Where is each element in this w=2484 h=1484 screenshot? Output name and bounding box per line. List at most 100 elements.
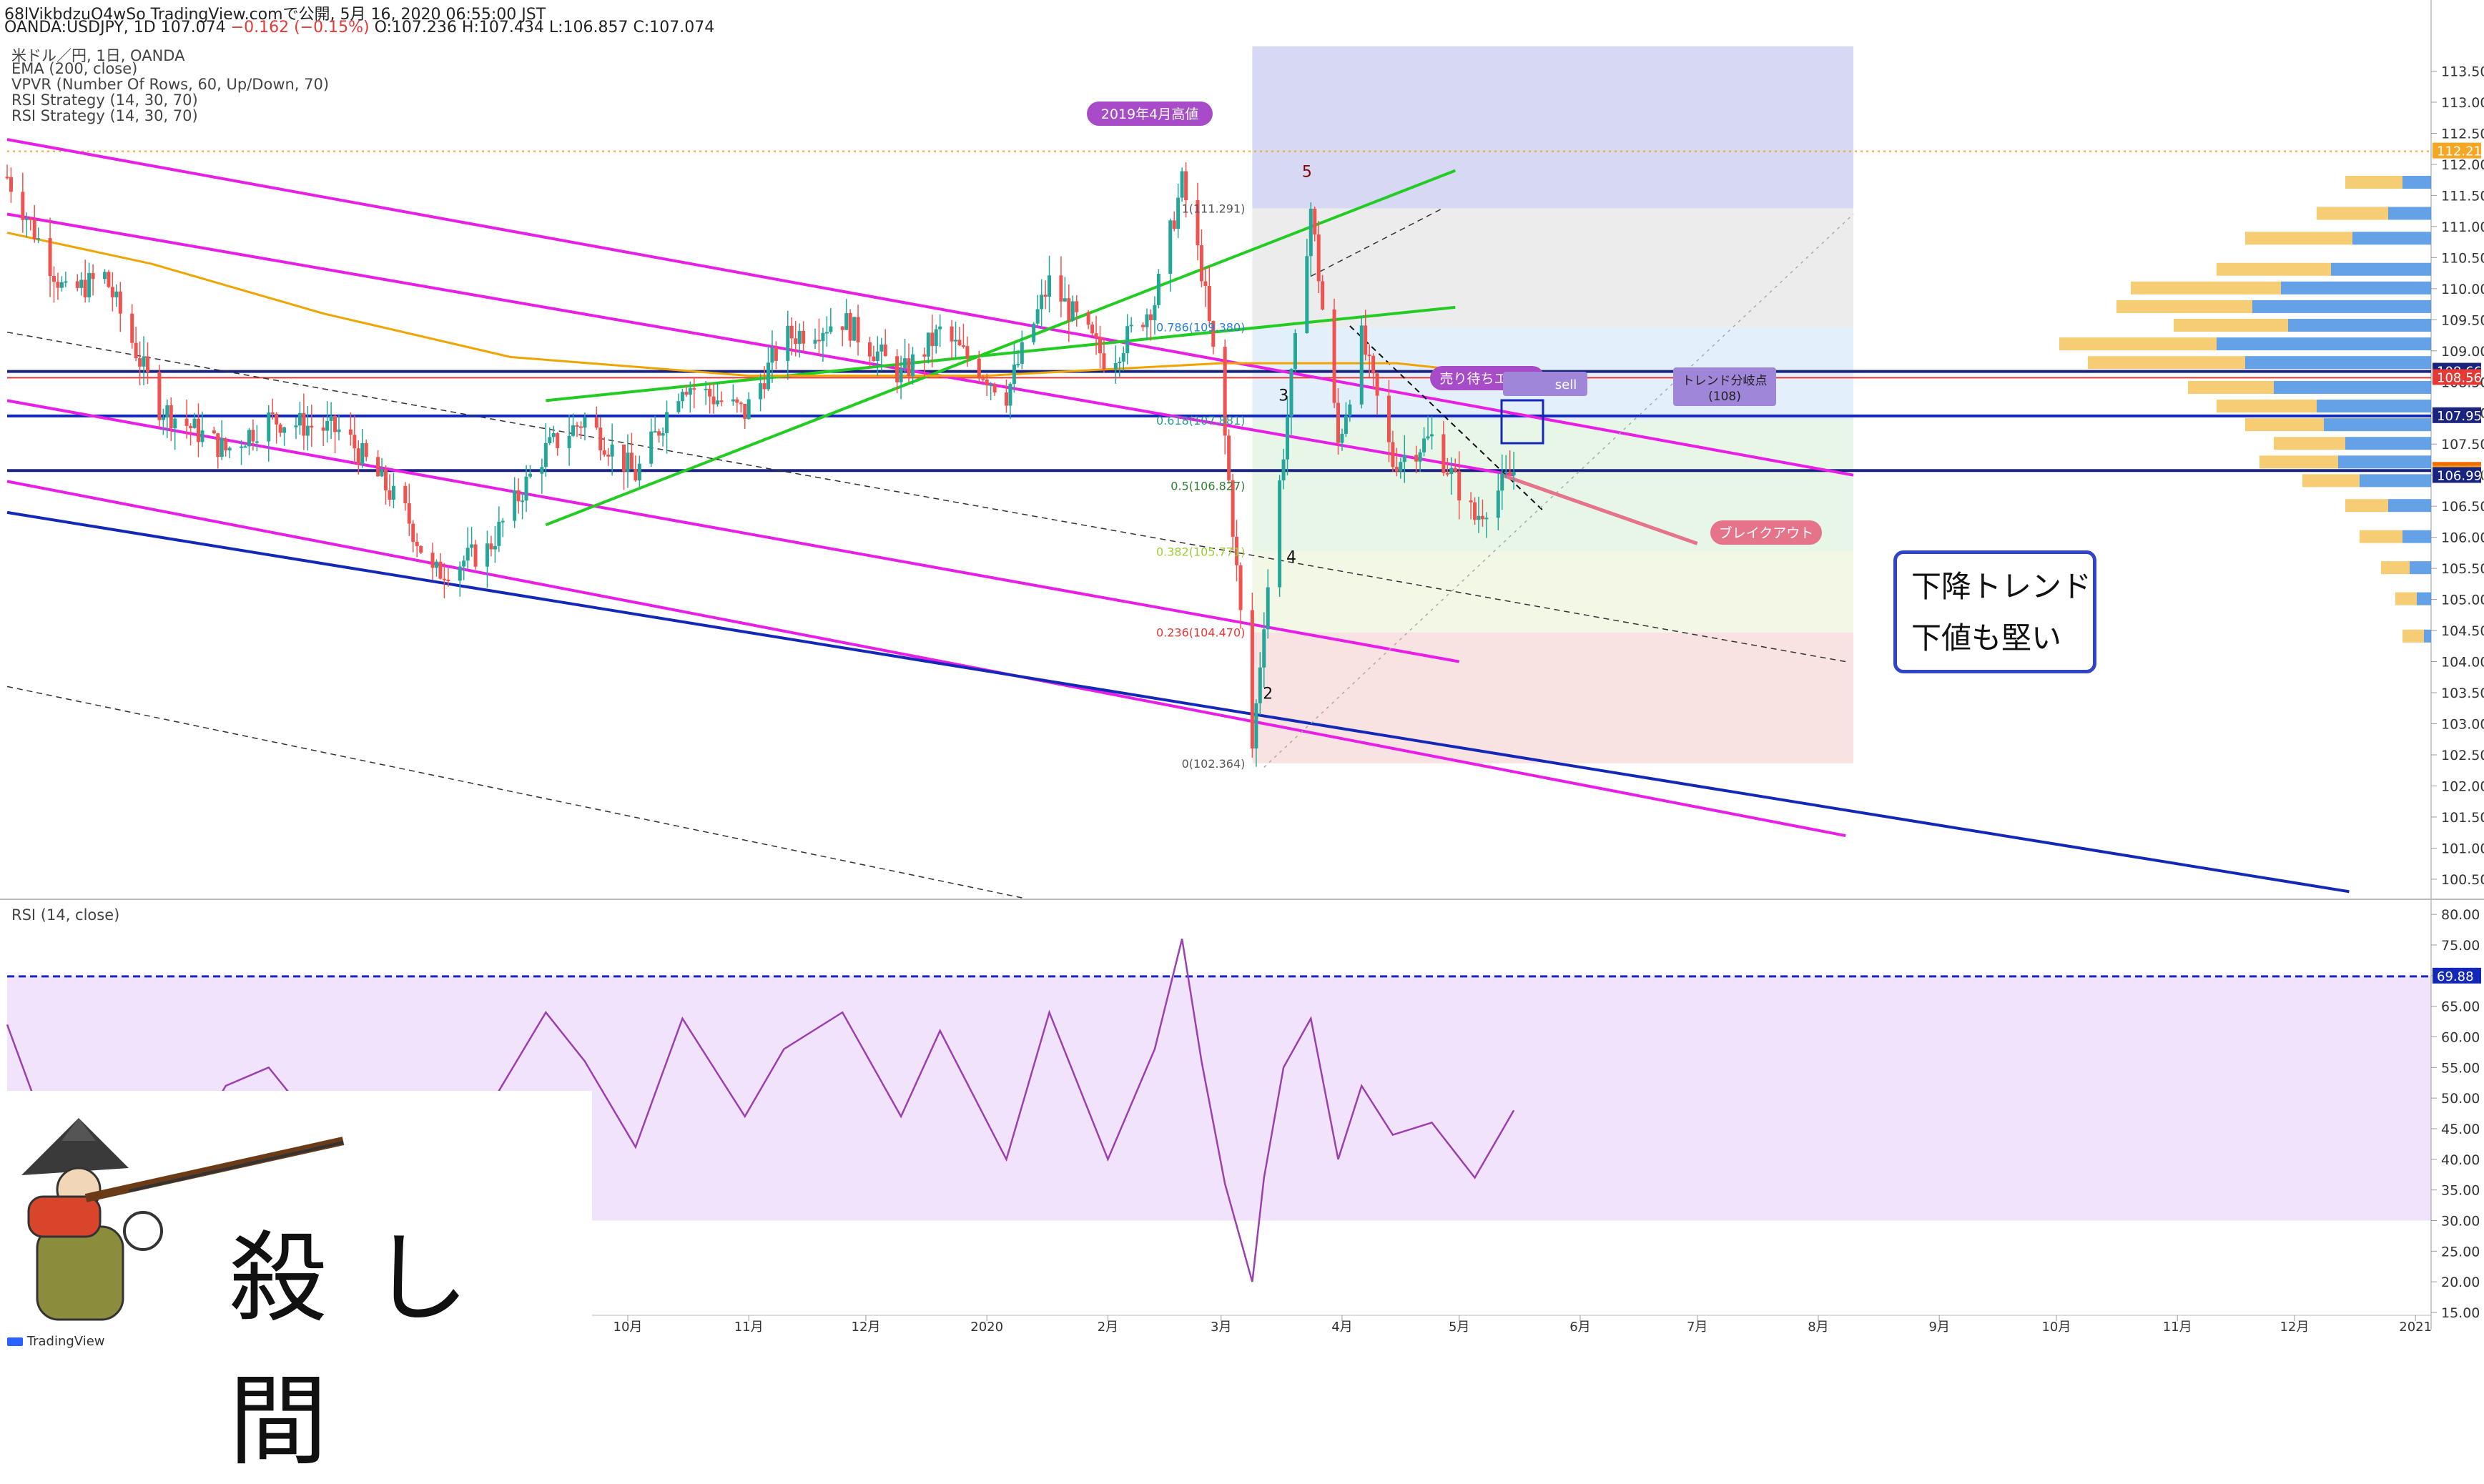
candle-body	[856, 317, 860, 342]
candle-body	[622, 444, 626, 472]
channel-upper	[6, 138, 1854, 477]
candle-body	[626, 452, 630, 472]
candle-body	[75, 281, 79, 288]
candle-body	[353, 435, 357, 449]
vpvr-bar-up	[2116, 300, 2252, 313]
candle-body	[1196, 199, 1200, 246]
candle-body	[1375, 373, 1379, 396]
dashed-trend-2	[6, 686, 1022, 899]
candle-body	[743, 403, 747, 420]
rsi-tick-label: 15.00	[2441, 1305, 2480, 1321]
candle-body	[1008, 384, 1012, 406]
rsi-tick-label: 40.00	[2441, 1152, 2480, 1168]
candle-body	[907, 358, 911, 377]
candle-body	[934, 329, 938, 347]
candle-body	[1364, 325, 1368, 355]
candle-body	[184, 418, 189, 426]
vpvr-bar-up	[2317, 207, 2388, 220]
candle-body	[704, 388, 708, 390]
candle-body	[107, 272, 111, 287]
price-tick-label: 109.500	[2441, 312, 2484, 328]
vpvr-bar-down	[2417, 592, 2431, 605]
indicator-vpvr[interactable]: VPVR (Number Of Rows, 60, Up/Down, 70)	[11, 76, 330, 93]
indicator-ema[interactable]: EMA (200, close)	[11, 60, 138, 77]
candle-body	[403, 485, 408, 503]
vpvr-bar-up	[2245, 232, 2352, 245]
vpvr-bar-up	[2360, 530, 2402, 543]
candle-body	[411, 523, 415, 542]
time-tick-label: 9月	[1928, 1320, 1949, 1335]
candle-body	[169, 405, 173, 429]
rsi-tick-label: 65.00	[2441, 999, 2480, 1015]
rsi-tick-label: 25.00	[2441, 1244, 2480, 1260]
candle-body	[348, 429, 353, 435]
rsi-tick-label: 35.00	[2441, 1183, 2480, 1199]
candle-body	[676, 401, 681, 412]
candle-body	[926, 332, 930, 357]
candle-body	[649, 431, 654, 464]
candle-body	[1504, 471, 1508, 473]
candle-body	[1086, 312, 1090, 325]
candle-body	[950, 326, 954, 342]
vpvr-bar-up	[2245, 418, 2324, 432]
fib-level-label: 0(102.364)	[1182, 757, 1246, 771]
rsi-pane-title[interactable]: RSI (14, close)	[11, 906, 120, 924]
indicator-rsi-strategy-1[interactable]: RSI Strategy (14, 30, 70)	[11, 91, 198, 109]
vpvr-bar-down	[2324, 418, 2431, 432]
elliott-wave-label: 3	[1278, 387, 1288, 405]
vpvr-bar-down	[2388, 207, 2431, 220]
candle-body	[867, 342, 872, 357]
candle-body	[1321, 281, 1325, 310]
candle-body	[493, 545, 497, 550]
candle-body	[1316, 234, 1321, 282]
candle-body	[200, 430, 204, 442]
candle-body	[1016, 363, 1020, 365]
candle-body	[794, 338, 798, 345]
candle-body	[766, 362, 770, 390]
candle-body	[56, 282, 60, 288]
candle-body	[1469, 500, 1473, 503]
vpvr-bar-down	[2424, 629, 2431, 643]
candle-body	[653, 431, 657, 433]
price-tick-label: 110.500	[2441, 250, 2484, 266]
candle-body	[1348, 404, 1352, 416]
candle-body	[458, 566, 462, 581]
change-text: −0.162 (−0.15%)	[230, 19, 370, 36]
candle-body	[192, 418, 197, 428]
candle-body	[173, 418, 177, 429]
time-tick-label: 3月	[1211, 1320, 1231, 1335]
green-channel-upper	[546, 305, 1456, 402]
callout-breakout-bg	[1710, 520, 1822, 545]
candle-body	[24, 218, 29, 220]
candle-body	[1340, 433, 1344, 443]
candle-body	[1141, 325, 1145, 327]
price-badge	[2433, 467, 2481, 483]
candle-body	[711, 396, 716, 405]
candle-body	[746, 399, 751, 420]
candle-body	[1453, 468, 1457, 472]
candle-body	[665, 412, 669, 433]
vpvr-bar-up	[2259, 455, 2338, 469]
samurai-illustration	[21, 1118, 345, 1321]
candle-body	[415, 541, 419, 546]
price-tick-label: 100.500	[2441, 872, 2484, 888]
price-badge-label: 107.953	[2437, 409, 2484, 424]
candle-body	[1098, 337, 1103, 354]
candle-body	[852, 317, 857, 341]
price-tick-label: 111.000	[2441, 219, 2484, 235]
time-tick-label: 8月	[1808, 1320, 1828, 1335]
candle-body	[739, 402, 743, 405]
candle-body	[957, 340, 962, 345]
fib-level-label: 1(111.291)	[1182, 202, 1246, 216]
indicator-rsi-strategy-2[interactable]: RSI Strategy (14, 30, 70)	[11, 107, 198, 124]
samurai-caption: 殺し間	[229, 1221, 513, 1479]
candle-body	[1184, 171, 1188, 200]
candle-body	[1367, 355, 1371, 357]
candle-body	[731, 399, 735, 402]
chart-title: 米ドル／円, 1日, OANDA	[11, 47, 185, 64]
candle-body	[813, 340, 817, 344]
trend-note-line2: 下値も堅い	[1911, 620, 2062, 656]
candle-body	[1102, 353, 1106, 370]
fib-level-label: 0.236(104.470)	[1156, 626, 1245, 640]
candle-body	[1113, 363, 1118, 370]
